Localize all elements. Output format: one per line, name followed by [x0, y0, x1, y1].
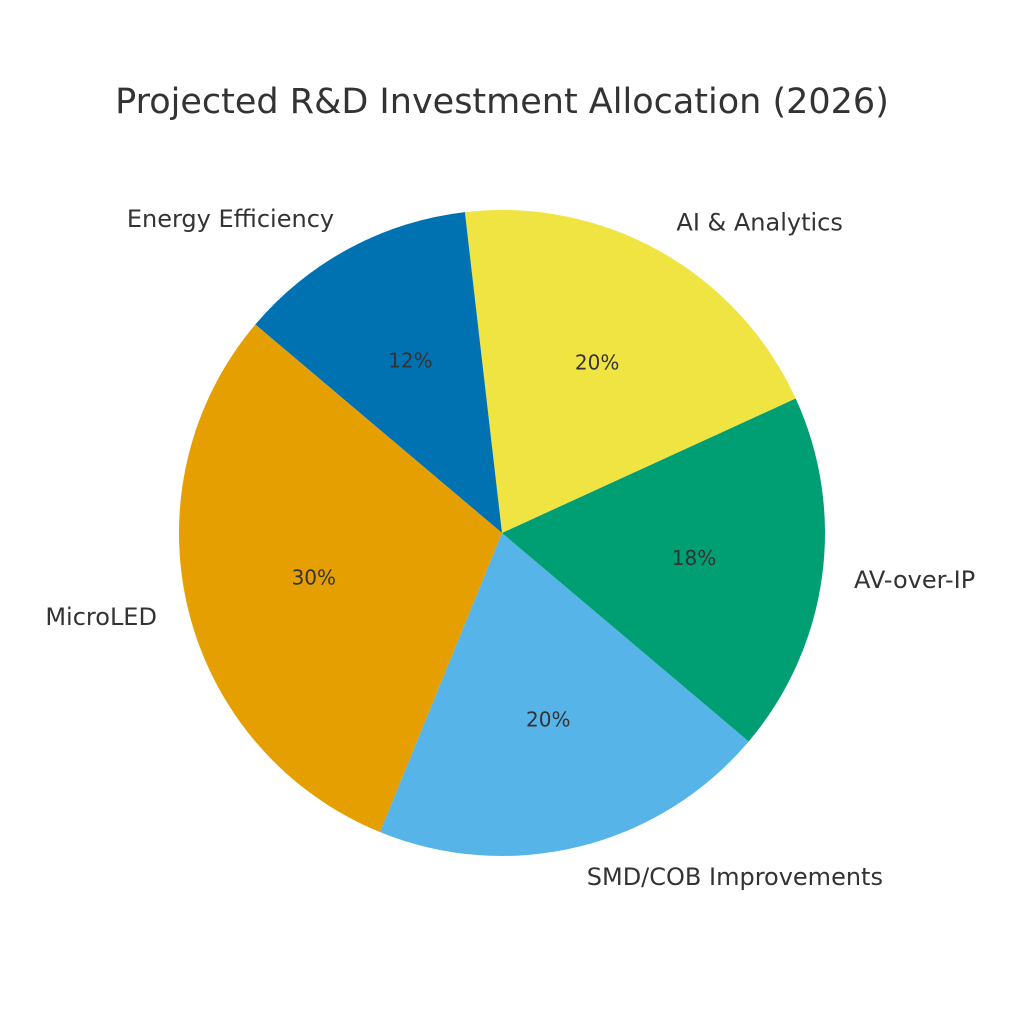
slice-category-label: AI & Analytics	[676, 208, 842, 236]
pie-slice	[179, 324, 502, 833]
pie-slice	[464, 210, 796, 534]
pie-labels: AI & Analytics 20% Energy Efficiency 12% Mic…	[45, 205, 975, 891]
chart-title: Projected R&D Investment Allocation (202…	[115, 82, 889, 122]
slice-percent-label: 20%	[526, 708, 570, 732]
slice-category-label: Energy Efficiency	[127, 205, 334, 233]
slice-percent-label: 18%	[672, 546, 716, 570]
pie-slice	[502, 398, 825, 742]
pie-slice	[379, 533, 749, 856]
slice-percent-label: 30%	[292, 566, 336, 590]
pie-slices	[179, 210, 825, 856]
slice-category-label: SMD/COB Improvements	[587, 863, 883, 891]
slice-percent-label: 20%	[575, 351, 619, 375]
slice-category-label: MicroLED	[45, 603, 157, 631]
pie-slice	[255, 212, 502, 533]
slice-category-label: AV-over-IP	[854, 566, 975, 594]
slice-percent-label: 12%	[388, 349, 432, 373]
